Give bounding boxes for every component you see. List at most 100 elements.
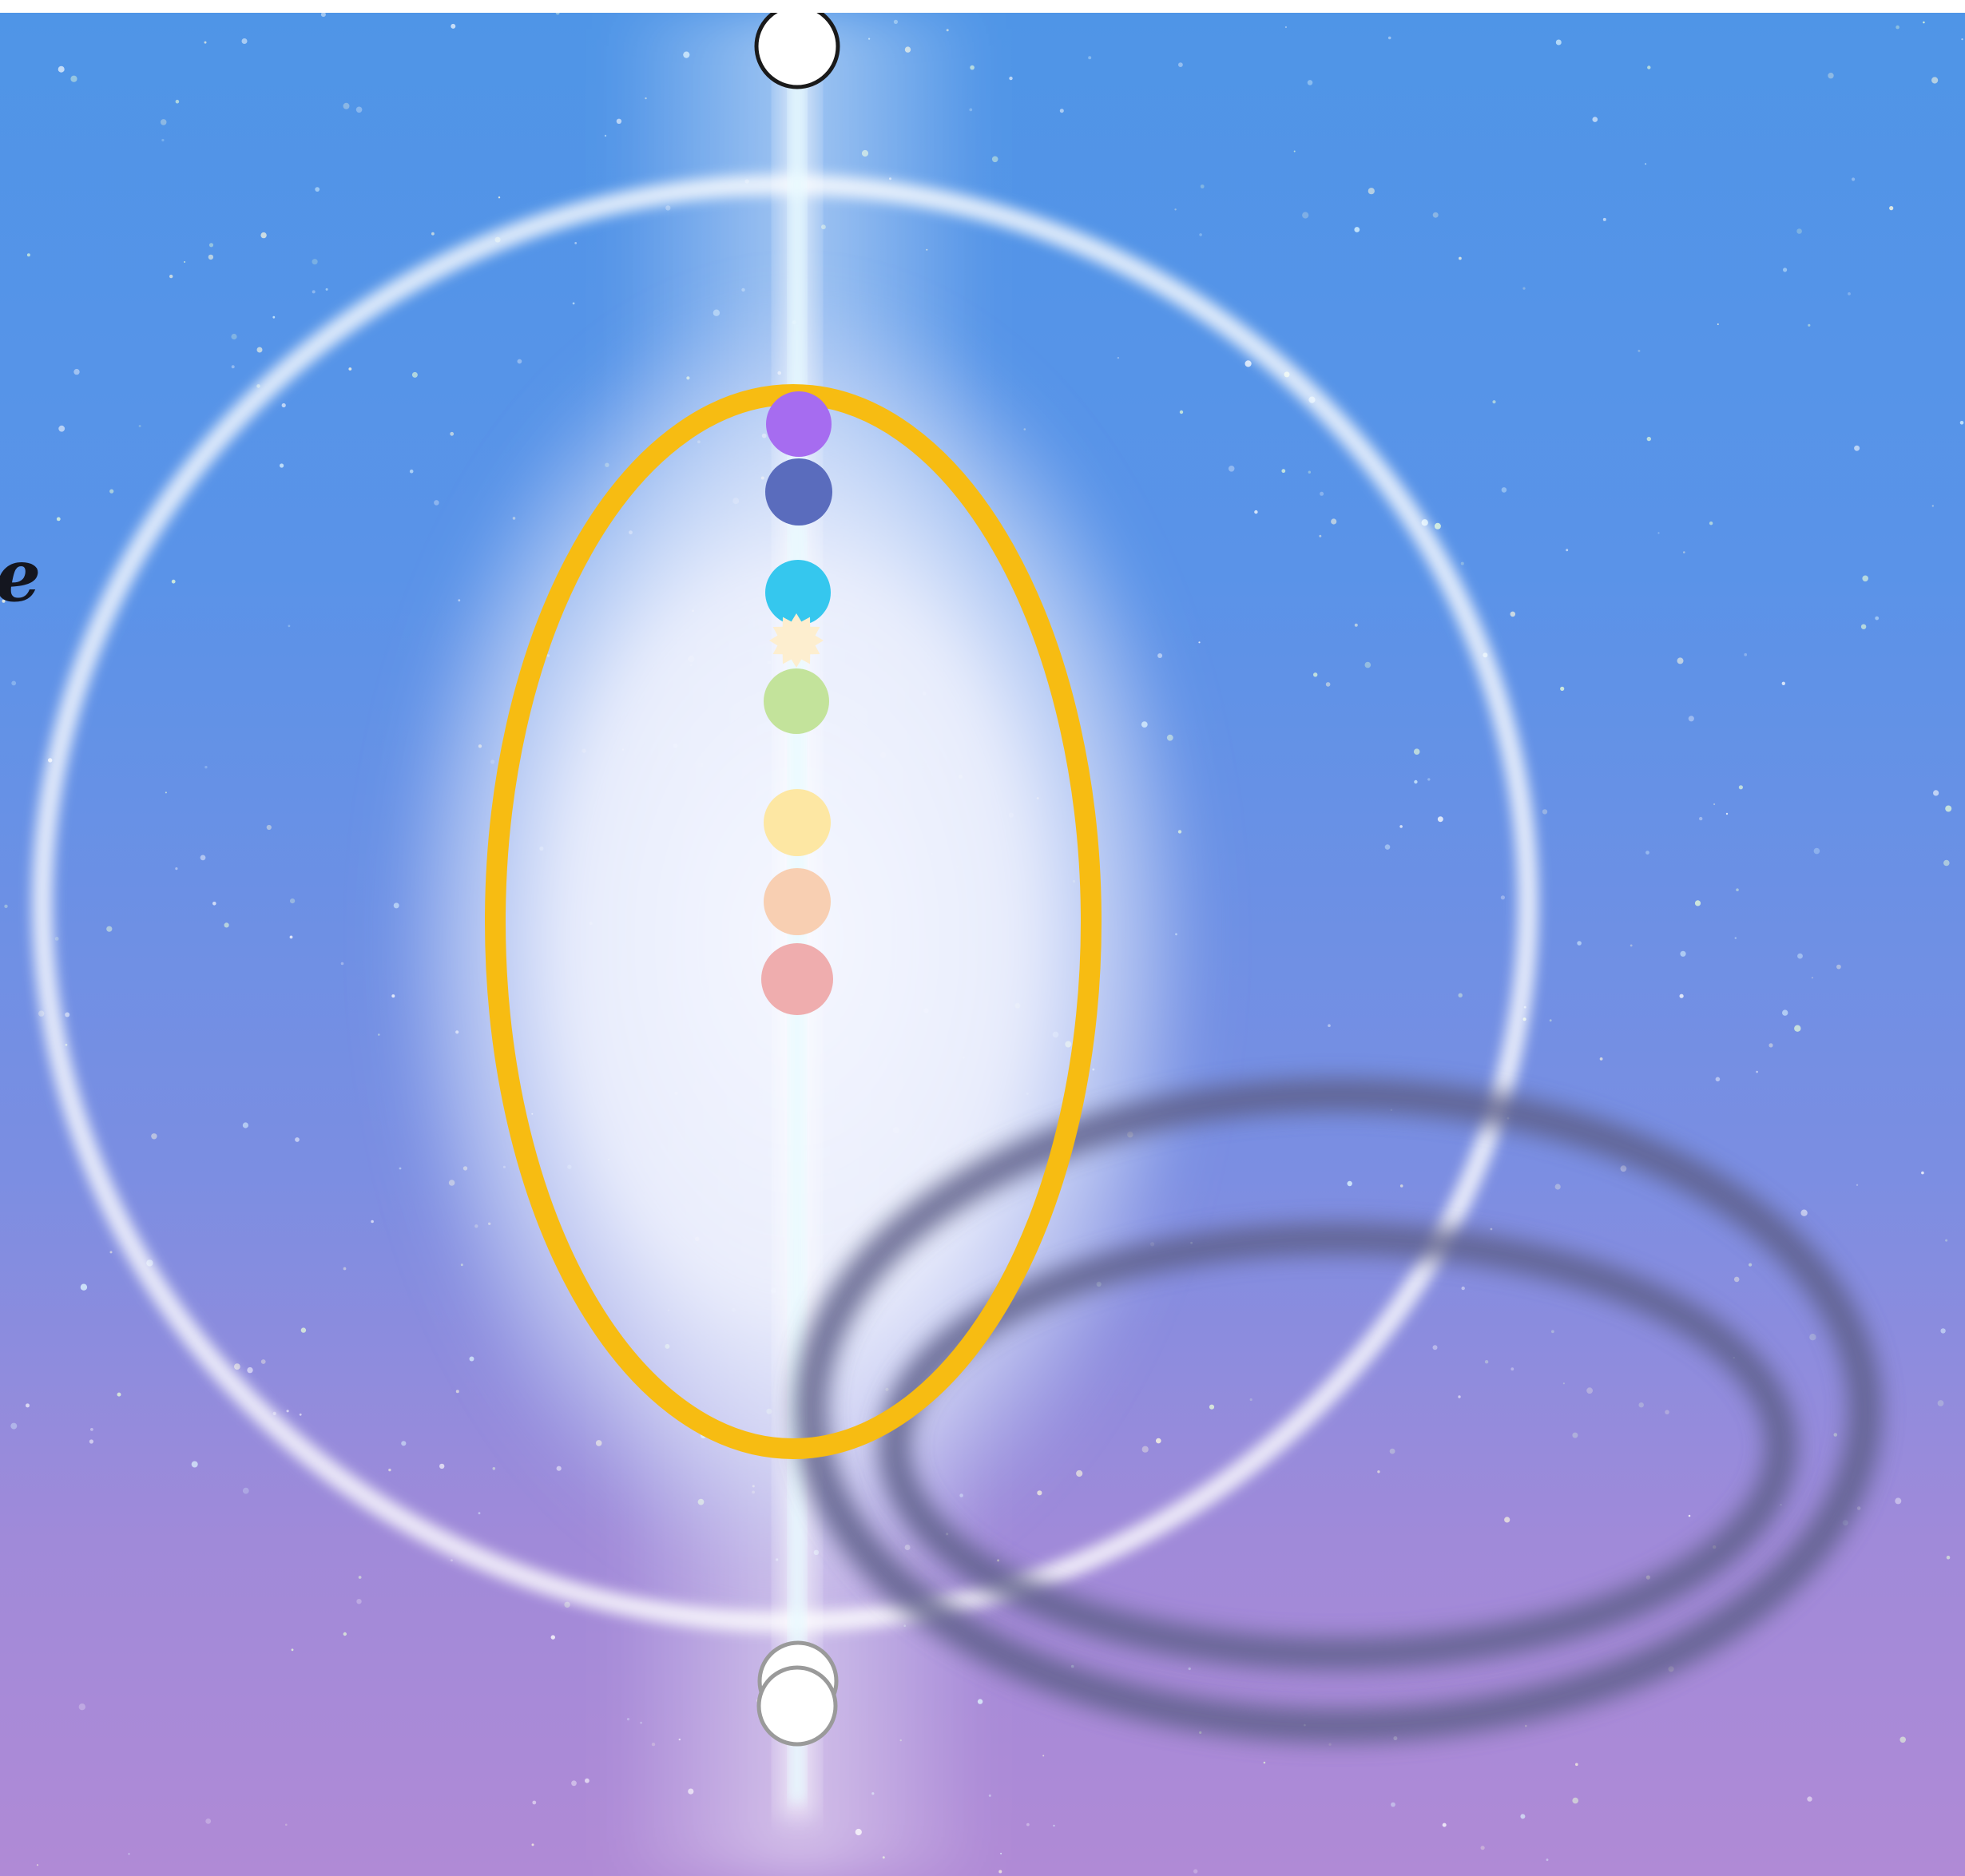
sparkle: [109, 1251, 113, 1254]
sparkle: [1117, 356, 1120, 359]
sparkle: [1384, 844, 1391, 850]
sparkle: [343, 102, 350, 109]
sparkle: [56, 517, 61, 522]
sparkle: [160, 119, 167, 125]
sparkle: [90, 1428, 93, 1431]
sparkle: [1555, 39, 1562, 46]
sparkle: [1546, 1858, 1549, 1862]
sparkle: [388, 1468, 391, 1472]
sparkle: [1646, 436, 1651, 442]
sparkle: [1209, 1404, 1215, 1410]
sparkle: [1188, 1667, 1191, 1671]
sparkle: [175, 99, 180, 104]
sparkle: [1520, 1814, 1526, 1819]
sparkle: [1284, 26, 1287, 29]
sparkle: [10, 1422, 18, 1430]
sparkle: [1432, 212, 1439, 218]
sparkle: [1572, 1797, 1578, 1804]
sparkle: [1781, 681, 1785, 685]
sparkle: [355, 106, 363, 113]
scene-graphic: [2, 13, 1964, 1876]
sparkle: [399, 1167, 402, 1170]
sparkle: [1800, 1209, 1808, 1216]
sparkle: [1734, 937, 1737, 939]
sparkle: [200, 855, 206, 861]
sparkle: [26, 253, 30, 257]
sparkle: [1193, 1869, 1198, 1874]
shadow-ring-inner: [879, 1223, 1797, 1670]
sparkle: [325, 288, 328, 291]
sparkle: [571, 1780, 577, 1787]
sparkle: [532, 1800, 537, 1805]
sparkle: [411, 371, 418, 378]
sparkle: [1391, 1802, 1395, 1807]
sparkle: [208, 254, 214, 260]
sparkle: [1414, 779, 1418, 784]
sparkle: [1387, 36, 1391, 40]
sparkle: [1945, 1239, 1948, 1242]
sparkle: [371, 1220, 374, 1224]
sparkle: [1427, 778, 1431, 781]
sparkle: [1432, 1345, 1438, 1350]
sparkle: [517, 359, 522, 364]
sparkle: [1492, 400, 1496, 404]
sparkle: [54, 937, 59, 941]
energy-point-pale-yellow: [764, 789, 831, 856]
sparkle: [106, 926, 113, 932]
sparkle: [78, 1703, 86, 1711]
sparkle: [1263, 1761, 1266, 1764]
sparkle: [1364, 661, 1372, 668]
sparkle: [204, 765, 208, 769]
sparkle: [1854, 445, 1860, 451]
sparkle: [1399, 1184, 1403, 1188]
sparkle: [1599, 1057, 1603, 1061]
sparkle: [1679, 994, 1684, 998]
sparkle: [1228, 466, 1235, 472]
sparkle: [1331, 518, 1337, 525]
sparkle: [295, 1137, 300, 1142]
sparkle: [1575, 1763, 1578, 1767]
sparkle: [1896, 25, 1900, 30]
sparkle: [1620, 1165, 1627, 1172]
sparkle: [1249, 1398, 1252, 1402]
sparkle: [1354, 623, 1358, 627]
sparkle: [348, 367, 352, 371]
sparkle: [358, 1576, 362, 1579]
sparkle: [455, 1390, 459, 1394]
energy-point-salmon: [761, 943, 833, 1015]
sparkle: [1782, 1009, 1788, 1016]
sparkle: [1328, 1743, 1332, 1746]
sparkle: [1174, 208, 1177, 211]
sparkle: [1458, 993, 1463, 997]
sparkle: [1900, 1736, 1906, 1743]
sparkle: [343, 1632, 347, 1636]
sparkle: [478, 1512, 481, 1515]
sparkle: [574, 242, 578, 244]
sparkle: [1796, 228, 1802, 234]
sparkle: [1940, 1328, 1946, 1334]
sparkle: [1525, 1724, 1527, 1727]
sparkle: [531, 1843, 534, 1846]
sparkle: [1354, 227, 1360, 232]
sparkle: [1852, 177, 1856, 181]
sparkle: [1413, 748, 1420, 755]
energy-point-violet: [766, 391, 832, 457]
sparkle: [1510, 611, 1516, 617]
sparkle: [208, 243, 214, 248]
sparkle: [58, 425, 66, 432]
sparkle: [247, 1366, 253, 1374]
sparkle: [1319, 534, 1322, 537]
sparkle: [1313, 672, 1318, 677]
sparkle: [1577, 941, 1582, 946]
sparkle: [1198, 641, 1201, 644]
sparkle: [991, 156, 998, 163]
sparkle: [1833, 1433, 1838, 1437]
sparkle: [1736, 888, 1739, 891]
sparkle: [1645, 163, 1647, 165]
sparkle: [231, 365, 235, 369]
bottom-end-point-front: [756, 1665, 838, 1747]
sparkle: [1860, 624, 1867, 629]
sparkle: [1053, 1824, 1055, 1827]
sparkle: [1560, 686, 1565, 692]
sparkle: [1688, 1514, 1691, 1517]
